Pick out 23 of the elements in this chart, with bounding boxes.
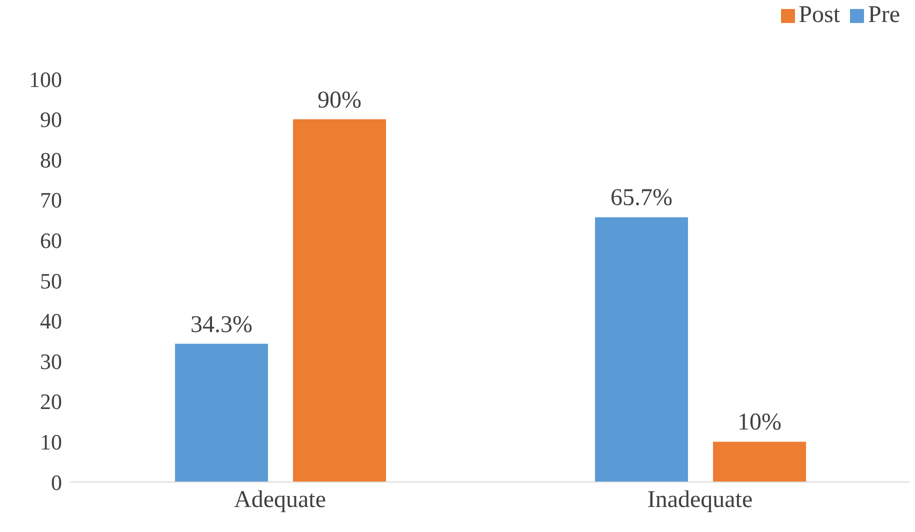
y-tick-label: 30 [40,348,62,374]
data-label: 90% [318,87,362,114]
bar [293,119,386,482]
data-label: 65.7% [610,185,672,212]
bar [595,217,688,482]
y-tick-label: 0 [51,470,62,495]
x-tick-label: Inadequate [647,487,753,514]
y-tick-label: 80 [40,147,62,172]
y-tick-label: 50 [40,268,62,294]
data-label: 10% [738,410,782,436]
y-tick-label: 100 [29,66,62,92]
legend-label: Post [798,2,840,28]
data-label: 34.3% [190,312,252,338]
bar [713,442,806,482]
legend-label: Pre [868,2,900,28]
y-tick-label: 60 [40,228,62,254]
y-tick-label: 70 [40,188,62,213]
bar [175,344,268,482]
y-tick-label: 40 [40,308,62,334]
y-tick-label: 90 [40,107,62,132]
y-tick-label: 10 [40,430,62,455]
x-tick-label: Adequate [234,487,326,514]
y-tick-label: 20 [40,389,62,414]
